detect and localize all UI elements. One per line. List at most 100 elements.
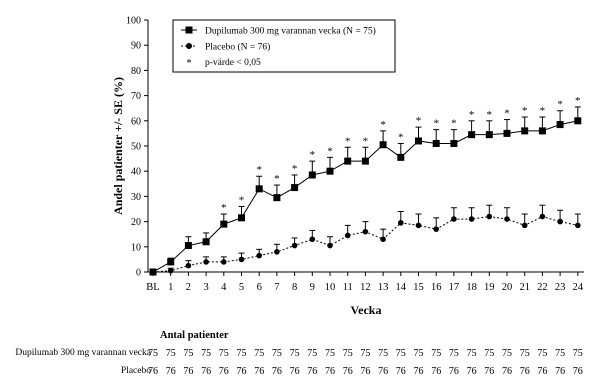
y-tick-label: 0: [136, 268, 141, 279]
legend-asterisk-marker: *: [187, 58, 192, 69]
x-tick-label: 23: [555, 282, 566, 293]
data-point: [556, 121, 564, 129]
x-tick-label: 13: [378, 282, 389, 293]
significance-asterisk: *: [292, 163, 298, 175]
data-point: [220, 220, 228, 228]
significance-asterisk: *: [345, 135, 351, 147]
risk-table-value: 75: [254, 348, 265, 359]
x-tick-label: 7: [274, 282, 279, 293]
risk-table-value: 75: [431, 348, 442, 359]
y-tick-label: 20: [131, 217, 141, 228]
data-point: [433, 226, 440, 232]
data-point: [150, 269, 156, 275]
legend-entry-dupilumab: Dupilumab 300 mg varannan vecka (N = 75): [205, 26, 376, 37]
series-layer: [149, 106, 582, 276]
risk-table-value: 76: [254, 366, 265, 377]
significance-markers: * * * * * * * * * * * * * * * * * * * * *: [221, 95, 580, 214]
data-point: [255, 185, 263, 193]
risk-row-label: Placebo: [120, 366, 151, 376]
legend-entry-pvalue: p-värde < 0,05: [205, 58, 261, 68]
x-tick-label: 18: [466, 282, 477, 293]
data-point: [361, 157, 369, 165]
risk-table-value: 76: [236, 366, 247, 377]
risk-table-value: 75: [413, 348, 424, 359]
x-tick-label: 8: [292, 282, 297, 293]
series-dupilumab: [149, 106, 582, 276]
x-tick-label: 15: [413, 282, 424, 293]
x-axis: BL 1 2 3 4 5 6 7 8 9 10 11 12 13 14 15 16 17 18 19 20 21 22 23 2…: [146, 271, 584, 293]
significance-asterisk: *: [239, 194, 245, 206]
risk-table-value: 75: [519, 348, 530, 359]
data-point: [308, 171, 316, 179]
data-point: [256, 252, 263, 259]
data-point: [167, 267, 174, 274]
x-tick-label: 2: [186, 282, 191, 293]
data-point: [574, 117, 582, 125]
x-tick-label: 21: [519, 282, 530, 293]
data-point: [362, 228, 369, 235]
significance-asterisk: *: [256, 164, 262, 176]
data-point: [504, 216, 510, 222]
data-point: [344, 157, 352, 165]
data-point: [557, 218, 563, 225]
legend: Dupilumab 300 mg varannan vecka (N = 75)…: [172, 19, 396, 73]
risk-table-value: 76: [342, 366, 353, 377]
risk-table-value: 76: [360, 366, 371, 377]
data-point: [485, 131, 493, 139]
legend-circle-marker: [186, 43, 192, 49]
significance-asterisk: *: [469, 109, 475, 121]
risk-table-value: 75: [201, 348, 212, 359]
significance-asterisk: *: [487, 109, 493, 121]
risk-table-value: 75: [148, 348, 158, 359]
data-point: [538, 127, 546, 135]
risk-table-value: 75: [325, 348, 335, 359]
risk-table-value: 76: [148, 366, 158, 377]
risk-row-label: Dupilumab 300 mg varannan vecka: [15, 348, 151, 358]
x-tick-label: 10: [325, 282, 336, 293]
risk-table-value: 75: [555, 348, 566, 359]
data-point: [273, 194, 281, 202]
y-tick-label: 60: [131, 116, 141, 127]
risk-table-value: 76: [537, 366, 548, 377]
x-tick-label: 14: [396, 282, 407, 293]
risk-table-value: 75: [448, 348, 459, 359]
significance-asterisk: *: [398, 131, 404, 143]
significance-asterisk: *: [557, 99, 563, 111]
data-point: [344, 232, 351, 239]
legend-square-marker: [185, 26, 193, 34]
risk-table-value: 76: [431, 366, 442, 377]
risk-table-value: 76: [484, 366, 495, 377]
data-point: [274, 249, 280, 255]
legend-box: [172, 19, 396, 73]
risk-table-title: Antal patienter: [160, 330, 229, 341]
x-tick-label: 4: [221, 282, 227, 293]
data-point: [486, 213, 493, 220]
risk-table-value: 76: [201, 366, 212, 377]
significance-asterisk: *: [433, 118, 439, 130]
risk-table-value: 76: [165, 366, 176, 377]
x-tick-label: BL: [146, 282, 159, 293]
risk-table-value: 75: [307, 348, 318, 359]
significance-asterisk: *: [504, 108, 510, 120]
risk-table-value: 75: [165, 348, 176, 359]
data-point: [291, 184, 299, 192]
x-tick-label: 22: [537, 282, 548, 293]
data-point: [575, 222, 581, 229]
risk-table-value: 76: [413, 366, 424, 377]
significance-asterisk: *: [310, 149, 316, 161]
y-tick-label: 30: [131, 192, 141, 203]
data-point: [415, 137, 422, 145]
data-point: [380, 236, 386, 243]
risk-table-value: 75: [236, 348, 247, 359]
x-tick-label: 6: [257, 282, 262, 293]
y-tick-label: 70: [131, 91, 141, 102]
risk-table-value: 75: [289, 348, 300, 359]
significance-asterisk: *: [274, 173, 280, 185]
data-point: [291, 242, 298, 249]
significance-asterisk: *: [221, 202, 227, 214]
data-point: [539, 213, 546, 220]
risk-table-value: 75: [466, 348, 477, 359]
y-tick-label: 90: [131, 41, 141, 52]
risk-table-value: 76: [502, 366, 512, 377]
